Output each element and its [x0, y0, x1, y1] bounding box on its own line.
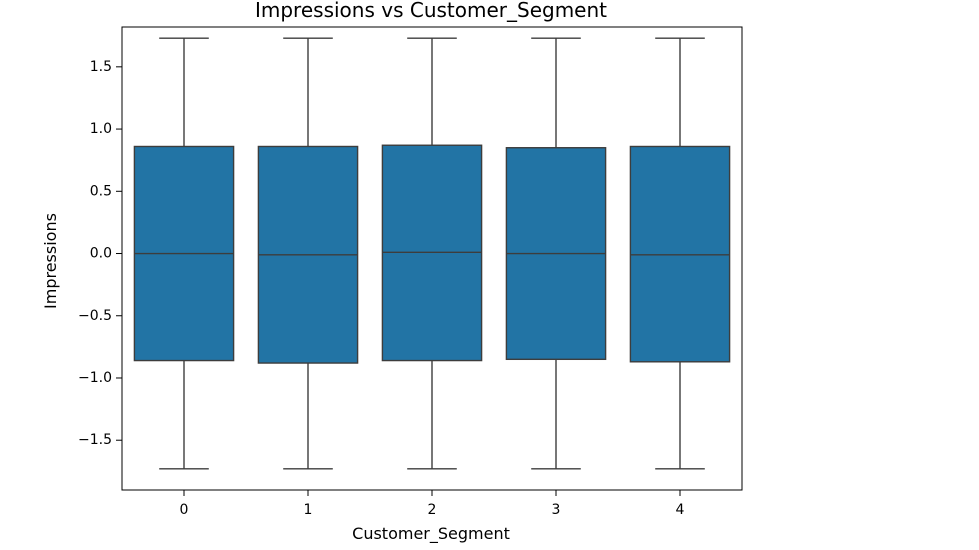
plot-area: −1.5 −1.0 −0.5 0.0 0.5 1.0 1.5 0 1 2 3 4 — [78, 37, 731, 518]
x-tick-label: 1 — [304, 502, 313, 518]
y-tick-label: 1.5 — [90, 59, 112, 75]
y-tick-label: 0.5 — [90, 183, 112, 199]
chart-title: Impressions vs Customer_Segment — [255, 0, 607, 22]
y-tick-label: 1.0 — [90, 121, 112, 137]
x-axis-label: Customer_Segment — [352, 524, 510, 544]
x-tick-label: 0 — [180, 502, 189, 518]
y-tick-label: −1.0 — [78, 370, 112, 386]
y-tick-label: 0.0 — [90, 246, 112, 262]
y-tick-label: −0.5 — [78, 308, 112, 324]
x-tick-label: 2 — [428, 502, 437, 518]
x-tick-label: 4 — [676, 502, 685, 518]
plot-frame — [121, 26, 743, 491]
y-tick-label: −1.5 — [78, 432, 112, 448]
y-axis-label: Impressions — [41, 213, 60, 309]
x-tick-label: 3 — [552, 502, 561, 518]
